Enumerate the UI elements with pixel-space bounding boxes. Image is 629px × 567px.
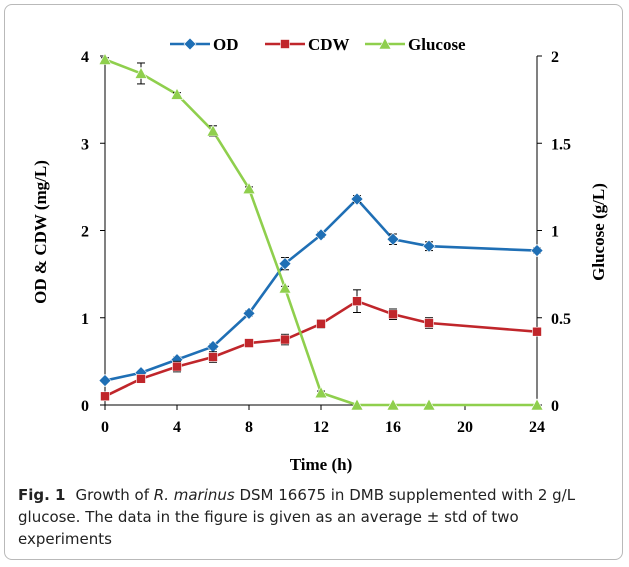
caption-text-start: Growth of [75,486,154,504]
data-point-glucose [422,398,436,411]
data-point-cdw [244,338,254,348]
data-point-cdw [208,352,218,362]
data-point-glucose [350,398,364,411]
series-glucose [98,52,544,411]
legend-marker-cdw [280,39,290,49]
data-point-glucose [98,52,112,65]
x-tick-label: 20 [457,419,473,436]
series-od [98,192,544,387]
series-cdw [100,289,542,402]
data-point-od [350,192,364,206]
data-point-glucose [242,181,256,194]
legend-label-od: OD [213,35,239,54]
figure-frame [4,4,623,560]
data-point-cdw [388,309,398,320]
figure-caption: Fig. 1 Growth of R. marinus DSM 16675 in … [18,484,613,550]
caption-species: R. marinus [153,486,235,504]
x-axis-title: Time (h) [290,455,353,474]
y-right-tick-label: 0 [551,398,559,415]
y-left-tick-label: 1 [81,311,89,328]
chart-series [98,52,544,411]
data-point-cdw [136,374,146,384]
data-point-od [98,374,112,387]
data-point-od [314,228,328,242]
caption-text-end: DSM 16675 in DMB supplemented with 2 g/L… [18,486,576,548]
x-tick-label: 16 [385,419,401,436]
data-point-cdw [532,326,542,337]
data-point-od [242,306,256,320]
x-tick-label: 8 [245,419,253,436]
y-right-tick-label: 2 [551,49,559,66]
data-point-cdw [424,318,434,328]
y-left-tick-label: 4 [81,49,89,66]
series-line-cdw [104,299,538,398]
data-point-glucose [278,281,292,294]
data-point-cdw [352,296,362,306]
x-tick-label: 4 [173,419,181,436]
legend-label-cdw: CDW [308,35,350,54]
x-tick-label: 0 [101,419,109,436]
legend-marker-od [183,37,197,51]
y-left-tick-label: 0 [81,398,89,415]
x-tick-label: 24 [529,419,545,436]
data-point-cdw [100,391,110,402]
caption-label: Fig. 1 [18,486,66,504]
data-point-od [386,232,400,246]
series-line-od [104,197,538,382]
data-point-cdw [316,319,326,329]
x-tick-label: 12 [313,419,329,436]
y-right-tick-label: 1 [551,224,559,241]
y-left-axis-title: OD & CDW (mg/L) [31,160,50,304]
chart-legend: OD CDW Glucose [170,35,466,54]
data-point-glucose [170,87,184,100]
y-left-tick-label: 3 [81,136,89,153]
y-right-tick-label: 1.5 [551,136,571,153]
data-point-cdw [280,334,290,345]
y-left-tick-label: 2 [81,224,89,241]
data-point-od [278,257,292,271]
data-point-glucose [386,398,400,411]
y-right-tick-label: 0.5 [551,311,571,328]
legend-marker-glucose [378,37,392,50]
data-point-od [422,239,436,253]
legend-label-glucose: Glucose [408,35,466,54]
data-point-glucose [314,386,328,399]
data-point-glucose [206,124,220,137]
data-point-od [530,244,544,257]
y-right-axis-title: Glucose (g/L) [589,183,608,281]
data-point-cdw [172,361,182,372]
data-point-glucose [134,66,148,79]
data-point-glucose [530,398,544,411]
